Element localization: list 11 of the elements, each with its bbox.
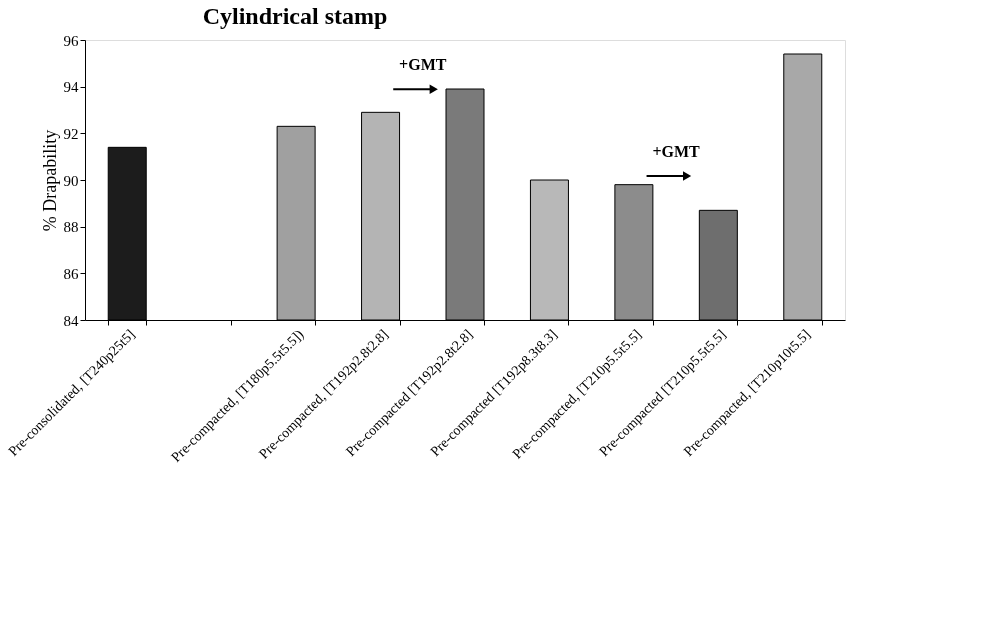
y-tick-label: 86 — [63, 265, 79, 282]
y-tick-label: 90 — [63, 172, 79, 189]
chart-title: Cylindrical stamp — [202, 3, 388, 29]
y-tick-label: 92 — [63, 125, 79, 142]
y-tick-label: 84 — [63, 312, 79, 329]
y-tick-label: 94 — [63, 79, 79, 96]
annotation: +GMT — [652, 143, 701, 160]
annotation: +GMT — [399, 56, 447, 74]
y-tick-label: 88 — [63, 219, 79, 236]
y-tick-label: 96 — [63, 32, 79, 49]
y-axis-title: % Drapability — [39, 129, 60, 232]
